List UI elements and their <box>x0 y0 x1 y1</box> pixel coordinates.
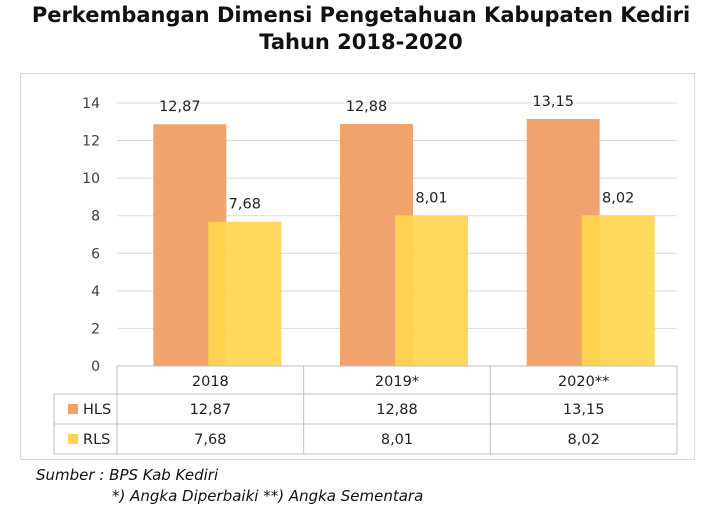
table-cell: 7,68 <box>194 432 226 448</box>
bar-rls <box>208 221 282 366</box>
y-tick-label: 14 <box>82 96 100 112</box>
legend-swatch-hls <box>68 404 78 414</box>
table-cell: 13,15 <box>563 402 605 418</box>
x-tick-label: 2018 <box>192 374 229 390</box>
table-cell: 12,87 <box>190 402 232 418</box>
table-cell: 8,02 <box>568 432 600 448</box>
data-label: 8,01 <box>415 191 447 207</box>
data-label: 12,88 <box>346 99 388 115</box>
chart-title-line1: Perkembangan Dimensi Pengetahuan Kabupat… <box>31 3 691 27</box>
data-labels: 12,87 7,68 12,88 8,01 13,15 8,02 <box>159 94 634 213</box>
data-label: 7,68 <box>229 197 261 213</box>
y-tick-label: 2 <box>91 321 100 337</box>
y-tick-label: 8 <box>91 209 100 225</box>
bar-rls <box>581 215 655 366</box>
bars <box>153 118 655 366</box>
table-cell: 8,01 <box>381 432 413 448</box>
y-tick-label: 0 <box>91 359 100 375</box>
source-note: Sumber : BPS Kab Kediri <box>36 466 219 484</box>
data-label: 13,15 <box>532 94 574 110</box>
data-label: 12,87 <box>159 99 201 115</box>
data-label: 8,02 <box>602 190 634 206</box>
y-tick-label: 6 <box>91 246 100 262</box>
y-tick-label: 12 <box>82 134 100 150</box>
x-tick-label: 2019* <box>375 374 419 390</box>
table-cell: 12,88 <box>376 402 418 418</box>
footnote: *) Angka Diperbaiki **) Angka Sementara <box>112 487 424 505</box>
y-tick-label: 4 <box>91 284 100 300</box>
legend-label: RLS <box>83 432 110 448</box>
x-tick-label: 2020** <box>558 374 609 390</box>
legend-label: HLS <box>83 402 111 418</box>
y-tick-label: 10 <box>82 171 100 187</box>
y-axis-ticks: 0 2 4 6 8 10 12 14 <box>82 96 100 375</box>
chart-title-line2: Tahun 2018-2020 <box>259 30 463 54</box>
data-table: 2018 2019* 2020** HLS 12,87 12,88 13,15 RLS 7,68… <box>53 365 678 455</box>
bar-rls <box>395 215 468 366</box>
legend-swatch-rls <box>68 434 78 444</box>
